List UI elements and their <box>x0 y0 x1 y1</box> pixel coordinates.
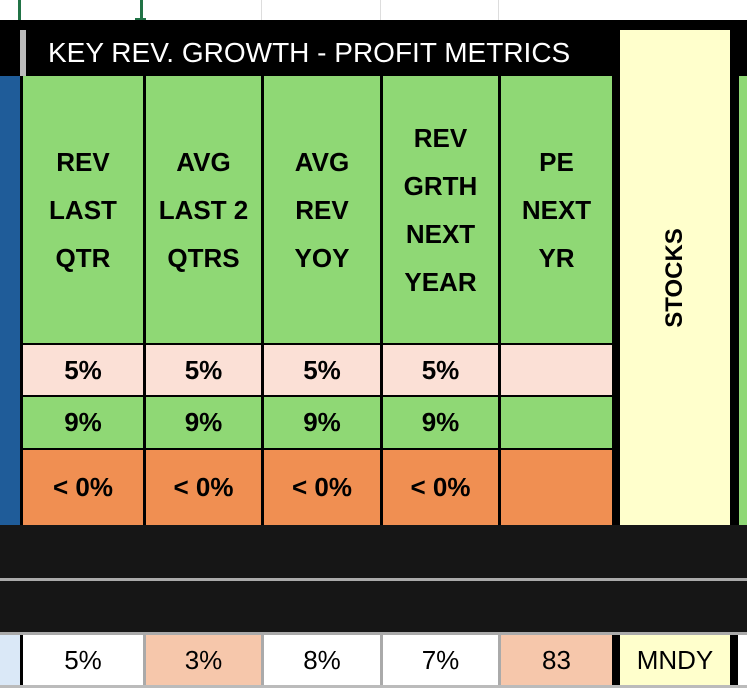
data-cell[interactable]: 7% <box>383 635 498 685</box>
column-header[interactable]: AVG REV YOY <box>264 76 380 343</box>
column-header-line: PE <box>539 146 574 177</box>
column-header[interactable]: AVG LAST 2 QTRS <box>146 76 261 343</box>
column-header-line: AVG <box>176 146 231 177</box>
table-title: KEY REV. GROWTH - PROFIT METRICS <box>48 37 571 68</box>
grid-row-top <box>0 0 747 20</box>
column-header-line: NEXT <box>405 218 476 249</box>
column-header-line: QTR <box>55 242 111 273</box>
separator-row <box>0 581 747 632</box>
legend-cell[interactable]: 5% <box>23 345 143 395</box>
legend-cell[interactable]: 5% <box>146 345 261 395</box>
data-cell[interactable]: 3% <box>146 635 261 685</box>
column-header-line: AVG <box>294 146 350 177</box>
column-header[interactable]: REV LAST QTR <box>23 76 143 343</box>
legend-cell[interactable]: 5% <box>383 345 498 395</box>
column-header-line: REV <box>413 122 468 153</box>
legend-cell[interactable]: < 0% <box>264 450 380 525</box>
data-cell[interactable]: 83 <box>501 635 612 685</box>
legend-cell[interactable] <box>501 397 612 448</box>
legend-cell[interactable] <box>501 345 612 395</box>
separator-row <box>0 525 747 578</box>
legend-cell[interactable]: 9% <box>383 397 498 448</box>
column-header[interactable]: PE NEXT YR <box>501 76 612 343</box>
legend-cell[interactable]: 5% <box>264 345 380 395</box>
column-header-line: NEXT <box>521 194 592 225</box>
column-header-line: YEAR <box>404 266 477 297</box>
ticker-cell[interactable]: MNDY <box>620 635 730 685</box>
legend-cell[interactable]: < 0% <box>146 450 261 525</box>
column-header-line: REV <box>295 194 349 225</box>
column-header-line: GRTH <box>403 170 478 201</box>
legend-cell[interactable]: < 0% <box>23 450 143 525</box>
stocks-header[interactable]: STOCKS <box>620 30 730 525</box>
legend-cell[interactable]: 9% <box>146 397 261 448</box>
column-header-line: YOY <box>294 242 350 273</box>
legend-cell[interactable]: 9% <box>264 397 380 448</box>
column-header-line: LAST 2 <box>158 194 249 225</box>
column-header-line: YR <box>538 242 575 273</box>
left-blue-strip <box>0 76 20 525</box>
stocks-label: STOCKS <box>660 227 688 328</box>
column-header[interactable]: REV GRTH NEXT YEAR <box>383 76 498 343</box>
legend-cell[interactable] <box>501 450 612 525</box>
legend-cell[interactable]: 9% <box>23 397 143 448</box>
data-cell[interactable]: 5% <box>23 635 143 685</box>
right-green-strip <box>739 76 747 525</box>
legend-cell[interactable]: < 0% <box>383 450 498 525</box>
column-header-line: LAST <box>49 194 117 225</box>
column-header-line: REV <box>56 146 110 177</box>
data-cell[interactable]: 8% <box>264 635 380 685</box>
column-header-line: QTRS <box>167 242 240 273</box>
